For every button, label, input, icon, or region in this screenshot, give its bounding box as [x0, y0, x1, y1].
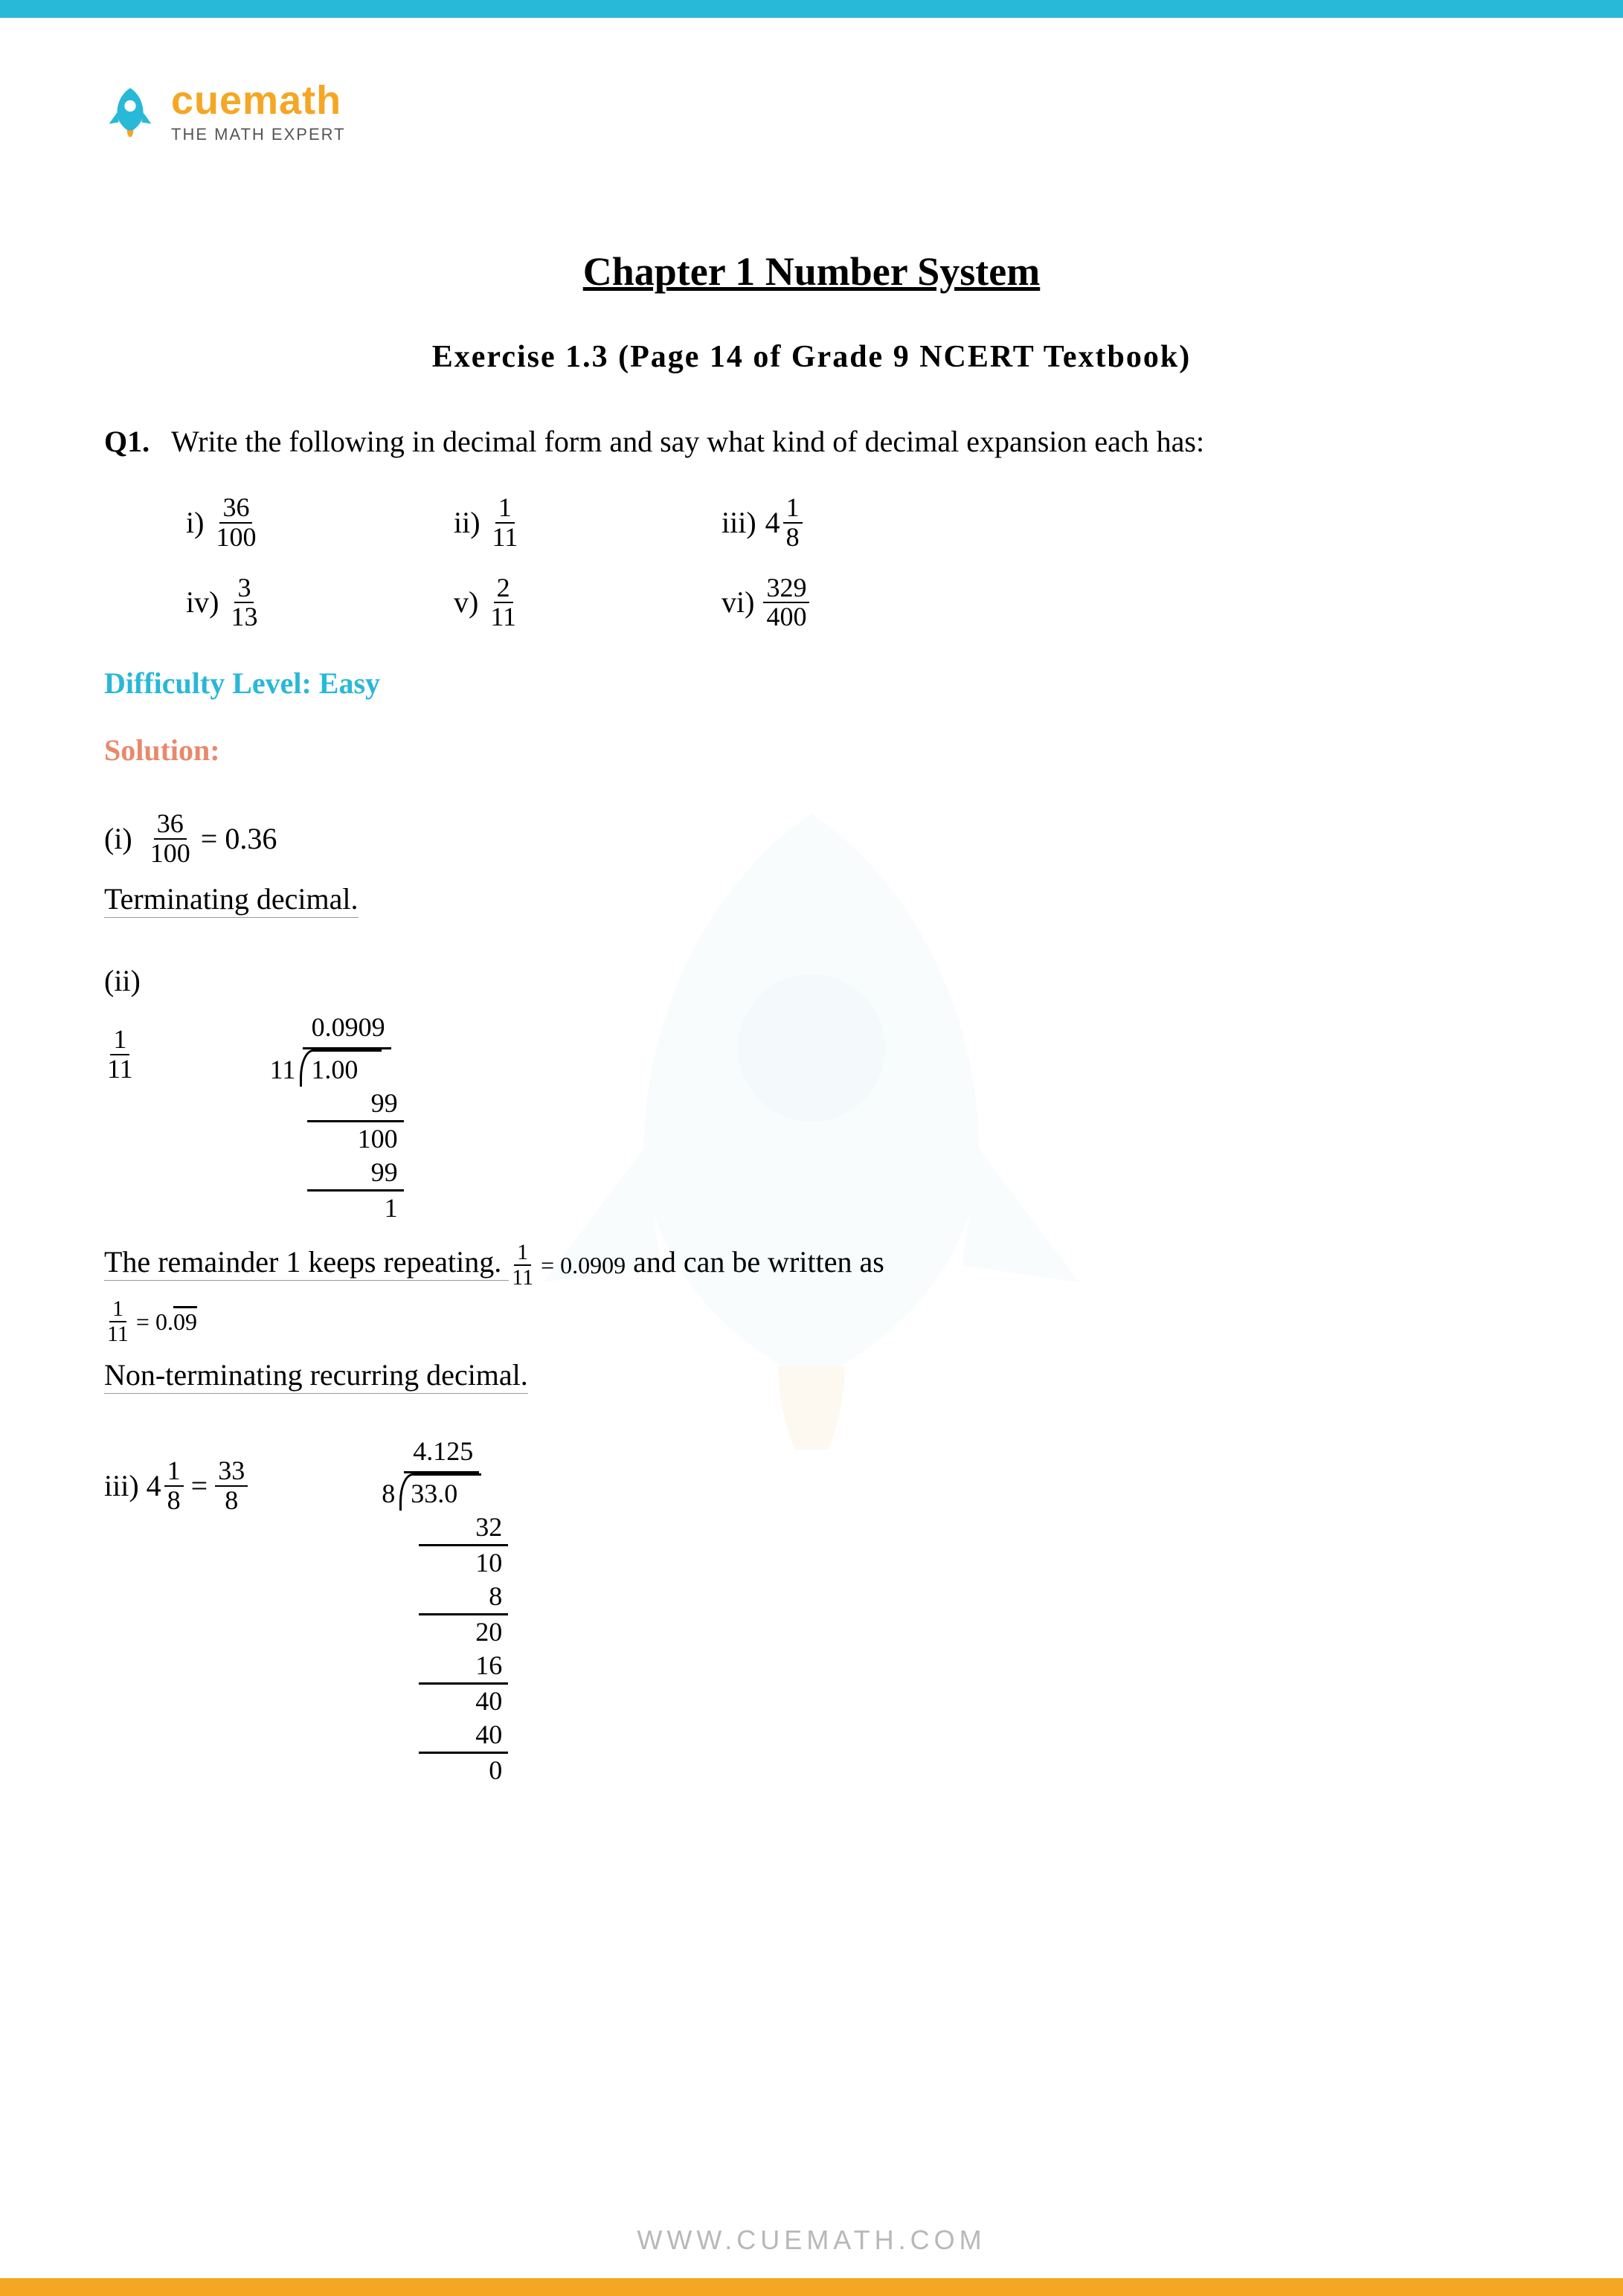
solution-ii-line1: The remainder 1 keeps repeating. 111 = 0…: [104, 1240, 1519, 1289]
content: Q1. Write the following in decimal form …: [104, 419, 1519, 1787]
solution-ii-label: (ii): [104, 959, 1519, 1003]
question-text: Write the following in decimal form and …: [171, 419, 1519, 464]
logo-text: cuemath THE MATH EXPERT: [171, 77, 346, 144]
options-row-2: iv) 313 v) 211 vi) 329400: [186, 574, 1519, 632]
page: cuemath THE MATH EXPERT Chapter 1 Number…: [0, 18, 1623, 2278]
option-i: i) 36100: [186, 494, 424, 552]
chapter-title: Chapter 1 Number System: [104, 248, 1519, 295]
long-division-ii: 0.0909 11 1.00 99 100 99 1: [270, 1011, 404, 1225]
solution-ii-eq2: 111 = 0.09: [104, 1296, 1519, 1345]
long-division-iii: 4.125 8 33.0 32 10 8 20 16 40 40 0: [382, 1435, 508, 1787]
options-row-1: i) 36100 ii) 111 iii) 418: [186, 494, 1519, 552]
option-ii: ii) 111: [454, 494, 692, 552]
brand-name: cuemath: [171, 77, 346, 123]
rocket-icon: [104, 85, 156, 137]
solution-i-type: Terminating decimal.: [104, 877, 1519, 922]
exercise-title: Exercise 1.3 (Page 14 of Grade 9 NCERT T…: [104, 339, 1519, 375]
brand-tagline: THE MATH EXPERT: [171, 125, 346, 144]
option-vi: vi) 329400: [721, 574, 960, 632]
solution-iii: iii) 418 = 338 4.125 8 33.0 32 10 8: [104, 1435, 1519, 1787]
option-iii: iii) 418: [721, 494, 960, 552]
solution-i: (i) 36100 = 0.36: [104, 810, 1519, 868]
solution-ii-work: 111 0.0909 11 1.00 99 100 99 1: [104, 1011, 1519, 1225]
solution-ii-type: Non-terminating recurring decimal.: [104, 1353, 1519, 1398]
question-1: Q1. Write the following in decimal form …: [104, 419, 1519, 464]
footer-url: WWW.CUEMATH.COM: [0, 2225, 1623, 2256]
difficulty-level: Difficulty Level: Easy: [104, 661, 1519, 706]
option-iv: iv) 313: [186, 574, 424, 632]
option-v: v) 211: [454, 574, 692, 632]
question-number: Q1.: [104, 419, 171, 464]
solution-heading: Solution:: [104, 728, 1519, 773]
logo: cuemath THE MATH EXPERT: [104, 77, 1519, 144]
page-frame: cuemath THE MATH EXPERT Chapter 1 Number…: [0, 0, 1623, 2296]
